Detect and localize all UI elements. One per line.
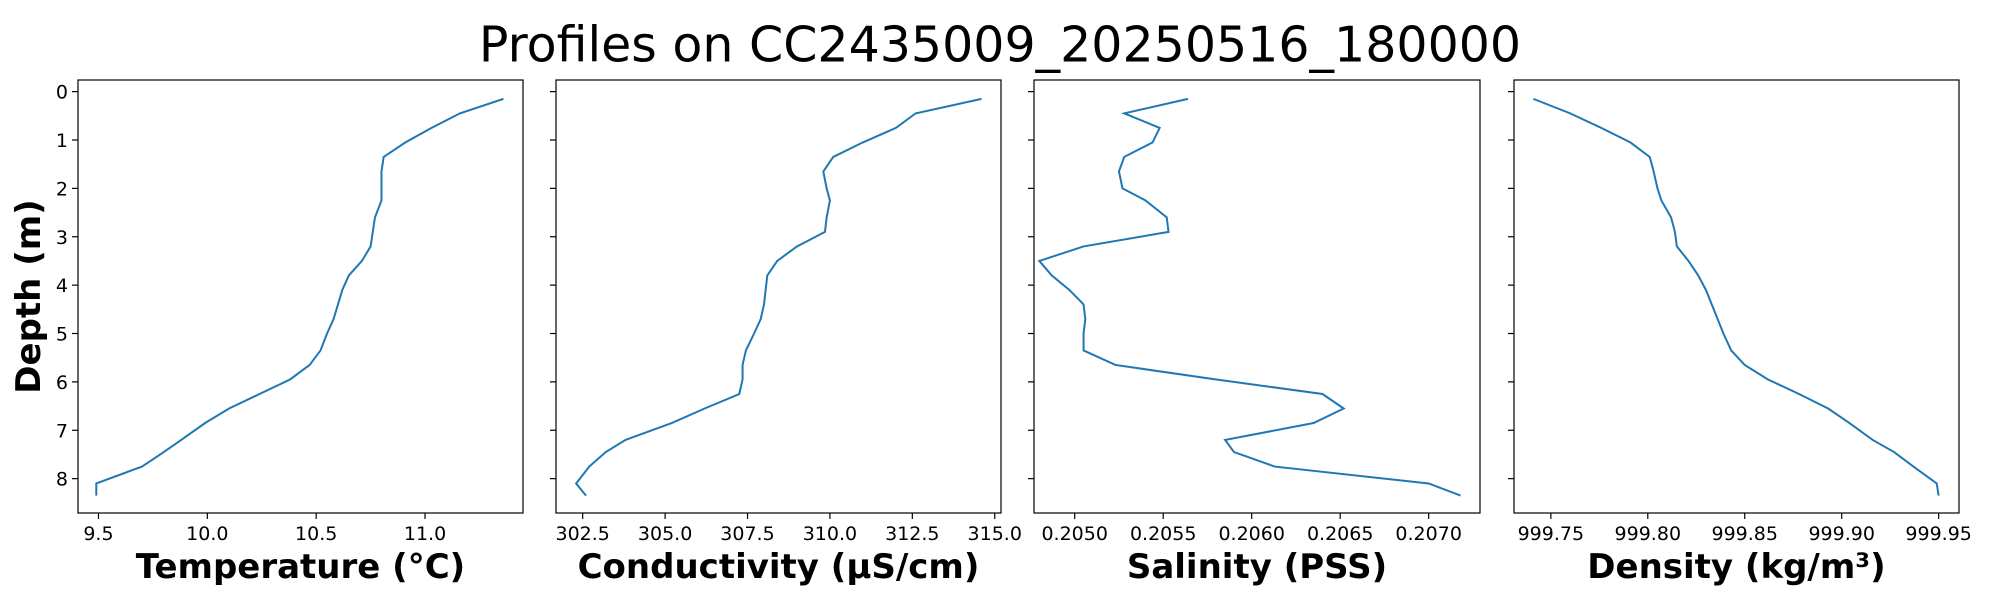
x-tick-label: 999.80 [1615, 523, 1681, 545]
y-tick-label: 7 [56, 420, 68, 442]
x-tick-label: 11.0 [404, 523, 446, 545]
y-tick-label: 3 [56, 227, 68, 249]
x-axis-label: Salinity (PSS) [1127, 547, 1387, 587]
y-tick-label: 0 [56, 82, 68, 104]
x-tick-label: 305.0 [638, 523, 692, 545]
x-tick-label: 9.5 [83, 523, 113, 545]
axes-frame [555, 79, 1002, 514]
y-axis-label: Depth (m) [9, 199, 49, 393]
x-tick-label: 315.0 [968, 523, 1022, 545]
x-axis-label: Density (kg/m³) [1587, 547, 1885, 587]
x-tick-label: 0.2050 [1041, 523, 1107, 545]
y-tick-label: 4 [56, 275, 68, 297]
x-tick-label: 999.75 [1518, 523, 1584, 545]
x-tick-label: 0.2055 [1130, 523, 1196, 545]
axes-frame [1033, 79, 1481, 514]
x-axis-label: Temperature (°C) [136, 547, 465, 587]
x-tick-label: 0.2065 [1307, 523, 1373, 545]
profile-line [1533, 97, 1940, 496]
x-tick-label: 0.2060 [1218, 523, 1284, 545]
axes-frame [77, 79, 524, 514]
x-tick-label: 999.85 [1711, 523, 1777, 545]
profile-line [574, 97, 982, 497]
x-tick-label: 0.2070 [1395, 523, 1461, 545]
profile-line [1037, 97, 1461, 497]
y-tick-label: 5 [56, 324, 68, 346]
axes-frame [1513, 79, 1960, 514]
x-tick-label: 307.5 [720, 523, 774, 545]
x-tick-label: 999.95 [1905, 523, 1971, 545]
y-tick-label: 1 [56, 130, 68, 152]
x-tick-label: 999.90 [1808, 523, 1874, 545]
x-tick-label: 310.0 [803, 523, 857, 545]
y-tick-label: 2 [56, 178, 68, 200]
x-axis-label: Conductivity (µS/cm) [578, 547, 980, 587]
y-tick-label: 8 [56, 469, 68, 491]
x-tick-label: 10.5 [295, 523, 337, 545]
y-tick-label: 6 [56, 372, 68, 394]
x-tick-label: 10.0 [186, 523, 228, 545]
x-tick-label: 312.5 [885, 523, 939, 545]
x-tick-label: 302.5 [555, 523, 609, 545]
figure-title: Profiles on CC2435009_20250516_180000 [479, 17, 1521, 74]
profile-line [95, 97, 504, 496]
